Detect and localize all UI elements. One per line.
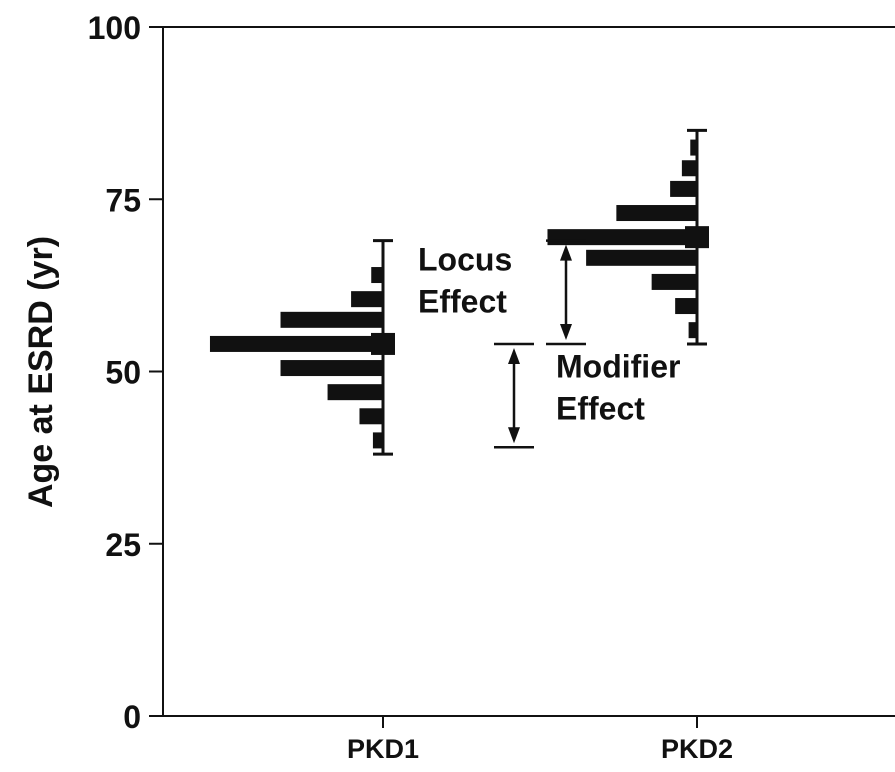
histogram-bar (670, 180, 697, 197)
annotation-modifier: Modifier Effect (494, 342, 680, 449)
y-axis-title: Age at ESRD (yr) (22, 236, 60, 508)
plot-frame (162, 26, 895, 717)
y-tick-label: 25 (105, 527, 141, 563)
arrow-head-up (560, 244, 572, 261)
histogram-bar (280, 311, 383, 328)
x-tick-label-pkd1: PKD1 (347, 734, 419, 764)
histogram-bar (688, 322, 697, 339)
x-ticks: PKD1 PKD2 (347, 716, 733, 764)
mean-marker (685, 226, 709, 249)
arrow-head-up (508, 347, 520, 364)
y-tick-label: 0 (123, 699, 141, 735)
arrow-head-down (508, 427, 520, 444)
arrow-head-down (560, 323, 572, 340)
histogram-bar (371, 267, 383, 284)
histogram-bar (280, 360, 383, 377)
histogram-bar (547, 229, 697, 246)
histogram-bar (327, 384, 383, 401)
annotation-locus-line-1: Effect (418, 283, 507, 319)
annotation-locus-line-0: Locus (418, 241, 512, 277)
histogram-bar (681, 160, 697, 177)
mean-marker (371, 332, 395, 355)
histograms (209, 128, 709, 456)
annotation-locus: Locus Effect (418, 239, 586, 346)
histogram-bar (351, 291, 383, 308)
histogram-bar (372, 432, 383, 449)
annotation-modifier-line-1: Effect (556, 391, 645, 427)
histogram-bar (359, 408, 383, 425)
histogram-bar (675, 298, 697, 315)
histogram-bar (616, 205, 697, 222)
histogram-pkd2 (547, 128, 709, 346)
y-tick-label: 50 (105, 355, 141, 391)
y-tick-label: 75 (105, 182, 141, 218)
y-tick-label: 100 (88, 10, 141, 46)
histogram-bar (651, 273, 697, 290)
annotations: Locus Effect Modifier Effect (418, 239, 680, 449)
histogram-pkd1 (209, 239, 395, 456)
x-tick-label-pkd2: PKD2 (661, 734, 733, 764)
histogram-bar (586, 249, 697, 266)
annotation-modifier-line-0: Modifier (556, 349, 680, 385)
histogram-bar (209, 335, 383, 352)
y-ticks: 0 25 50 75 100 (88, 10, 163, 735)
histogram-bar (690, 139, 697, 156)
